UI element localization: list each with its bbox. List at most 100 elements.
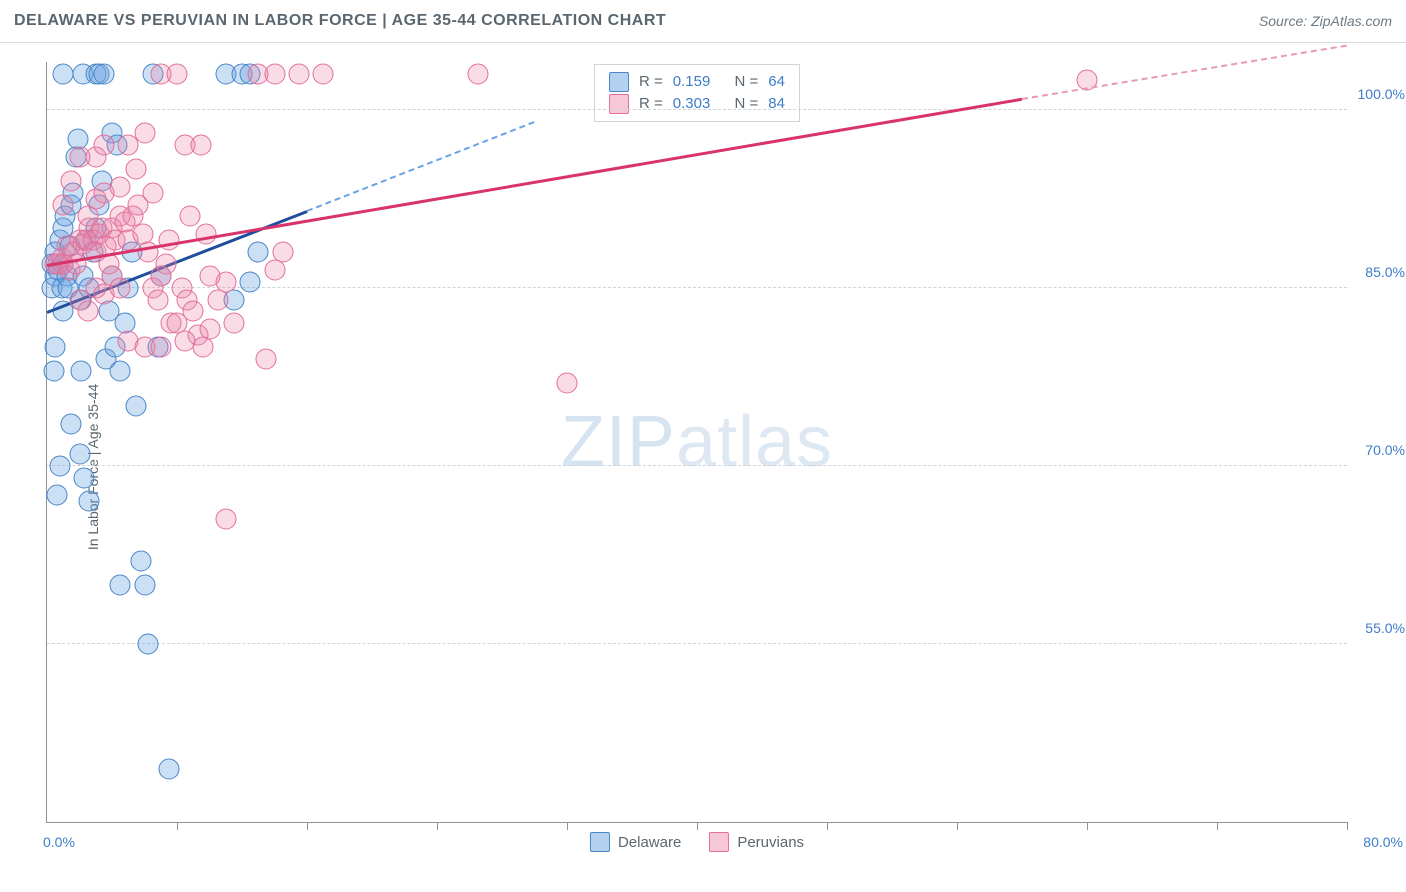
data-point	[131, 550, 152, 571]
watermark-light: atlas	[676, 402, 833, 482]
data-point	[66, 253, 87, 274]
n-label: N =	[735, 71, 759, 93]
legend-item: Peruvians	[709, 832, 804, 852]
source-attribution: Source: ZipAtlas.com	[1259, 13, 1392, 29]
trend-line	[1022, 44, 1347, 99]
swatch-icon	[709, 832, 729, 852]
data-point	[43, 360, 64, 381]
data-point	[191, 135, 212, 156]
data-point	[158, 758, 179, 779]
n-value: 84	[768, 93, 785, 115]
data-point	[167, 63, 188, 84]
correlation-legend: R = 0.159 N = 64 R = 0.303 N = 84	[594, 64, 800, 122]
legend-label: Delaware	[618, 834, 681, 851]
data-point	[79, 491, 100, 512]
data-point	[180, 206, 201, 227]
legend-row: R = 0.159 N = 64	[609, 71, 785, 93]
data-point	[183, 301, 204, 322]
y-tick-label: 70.0%	[1365, 442, 1405, 458]
data-point	[248, 242, 269, 263]
data-point	[93, 182, 114, 203]
r-value: 0.303	[673, 93, 711, 115]
x-tick	[177, 822, 178, 830]
data-point	[126, 158, 147, 179]
data-point	[215, 509, 236, 530]
chart-header: DELAWARE VS PERUVIAN IN LABOR FORCE | AG…	[0, 0, 1406, 43]
data-point	[61, 414, 82, 435]
data-point	[557, 372, 578, 393]
swatch-icon	[609, 94, 629, 114]
x-axis-min-label: 0.0%	[43, 834, 75, 850]
data-point	[155, 253, 176, 274]
data-point	[150, 337, 171, 358]
x-tick	[437, 822, 438, 830]
x-tick	[567, 822, 568, 830]
chart-title: DELAWARE VS PERUVIAN IN LABOR FORCE | AG…	[14, 12, 666, 30]
y-tick-label: 100.0%	[1358, 86, 1405, 102]
data-point	[467, 63, 488, 84]
data-point	[110, 574, 131, 595]
data-point	[175, 331, 196, 352]
data-point	[215, 271, 236, 292]
series-legend: Delaware Peruvians	[590, 832, 804, 852]
data-point	[93, 135, 114, 156]
data-point	[110, 360, 131, 381]
data-point	[69, 443, 90, 464]
x-tick	[1087, 822, 1088, 830]
r-label: R =	[639, 71, 663, 93]
data-point	[147, 289, 168, 310]
data-point	[126, 396, 147, 417]
data-point	[196, 224, 217, 245]
x-axis-max-label: 80.0%	[1363, 834, 1403, 850]
gridline	[47, 643, 1347, 644]
data-point	[53, 63, 74, 84]
r-label: R =	[639, 93, 663, 115]
data-point	[313, 63, 334, 84]
data-point	[223, 313, 244, 334]
data-point	[134, 574, 155, 595]
swatch-icon	[590, 832, 610, 852]
data-point	[137, 633, 158, 654]
n-value: 64	[768, 71, 785, 93]
data-point	[77, 301, 98, 322]
data-point	[110, 277, 131, 298]
data-point	[134, 123, 155, 144]
data-point	[50, 455, 71, 476]
data-point	[199, 319, 220, 340]
data-point	[240, 271, 261, 292]
plot-region: ZIPatlas R = 0.159 N = 64 R = 0.303 N = …	[46, 62, 1347, 823]
y-tick-label: 85.0%	[1365, 264, 1405, 280]
x-tick	[1217, 822, 1218, 830]
x-tick	[307, 822, 308, 830]
chart-area: In Labor Force | Age 35-44 ZIPatlas R = …	[0, 42, 1406, 892]
data-point	[256, 348, 277, 369]
legend-item: Delaware	[590, 832, 681, 852]
x-tick	[1347, 822, 1348, 830]
data-point	[272, 242, 293, 263]
watermark: ZIPatlas	[561, 401, 833, 483]
data-point	[288, 63, 309, 84]
data-point	[71, 360, 92, 381]
y-tick-label: 55.0%	[1365, 620, 1405, 636]
r-value: 0.159	[673, 71, 711, 93]
x-tick	[697, 822, 698, 830]
gridline	[47, 465, 1347, 466]
swatch-icon	[609, 72, 629, 92]
data-point	[93, 63, 114, 84]
data-point	[69, 147, 90, 168]
legend-label: Peruvians	[737, 834, 804, 851]
n-label: N =	[735, 93, 759, 115]
data-point	[74, 467, 95, 488]
data-point	[142, 182, 163, 203]
watermark-bold: ZIP	[561, 402, 676, 482]
x-tick	[957, 822, 958, 830]
data-point	[264, 63, 285, 84]
data-point	[61, 170, 82, 191]
x-tick	[827, 822, 828, 830]
gridline	[47, 109, 1347, 110]
data-point	[45, 337, 66, 358]
legend-row: R = 0.303 N = 84	[609, 93, 785, 115]
data-point	[53, 194, 74, 215]
data-point	[46, 485, 67, 506]
trend-line	[307, 121, 535, 212]
